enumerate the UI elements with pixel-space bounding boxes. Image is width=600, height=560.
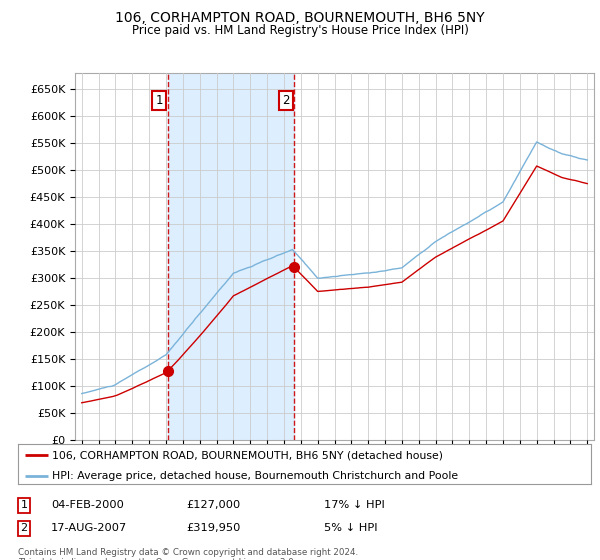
Text: 5% ↓ HPI: 5% ↓ HPI: [324, 523, 377, 533]
Text: 106, CORHAMPTON ROAD, BOURNEMOUTH, BH6 5NY: 106, CORHAMPTON ROAD, BOURNEMOUTH, BH6 5…: [115, 11, 485, 25]
Text: £319,950: £319,950: [186, 523, 241, 533]
Text: £127,000: £127,000: [186, 500, 240, 510]
Bar: [167, 73, 295, 440]
Text: HPI: Average price, detached house, Bournemouth Christchurch and Poole: HPI: Average price, detached house, Bour…: [52, 470, 458, 480]
Text: 17-AUG-2007: 17-AUG-2007: [51, 523, 127, 533]
Text: 17% ↓ HPI: 17% ↓ HPI: [324, 500, 385, 510]
Text: Contains HM Land Registry data © Crown copyright and database right 2024.
This d: Contains HM Land Registry data © Crown c…: [18, 548, 358, 560]
Text: Price paid vs. HM Land Registry's House Price Index (HPI): Price paid vs. HM Land Registry's House …: [131, 24, 469, 36]
Text: 2: 2: [20, 523, 28, 533]
Text: 2: 2: [282, 94, 290, 108]
Text: 106, CORHAMPTON ROAD, BOURNEMOUTH, BH6 5NY (detached house): 106, CORHAMPTON ROAD, BOURNEMOUTH, BH6 5…: [52, 450, 443, 460]
Text: 1: 1: [20, 500, 28, 510]
Text: 1: 1: [155, 94, 163, 108]
Text: 04-FEB-2000: 04-FEB-2000: [51, 500, 124, 510]
